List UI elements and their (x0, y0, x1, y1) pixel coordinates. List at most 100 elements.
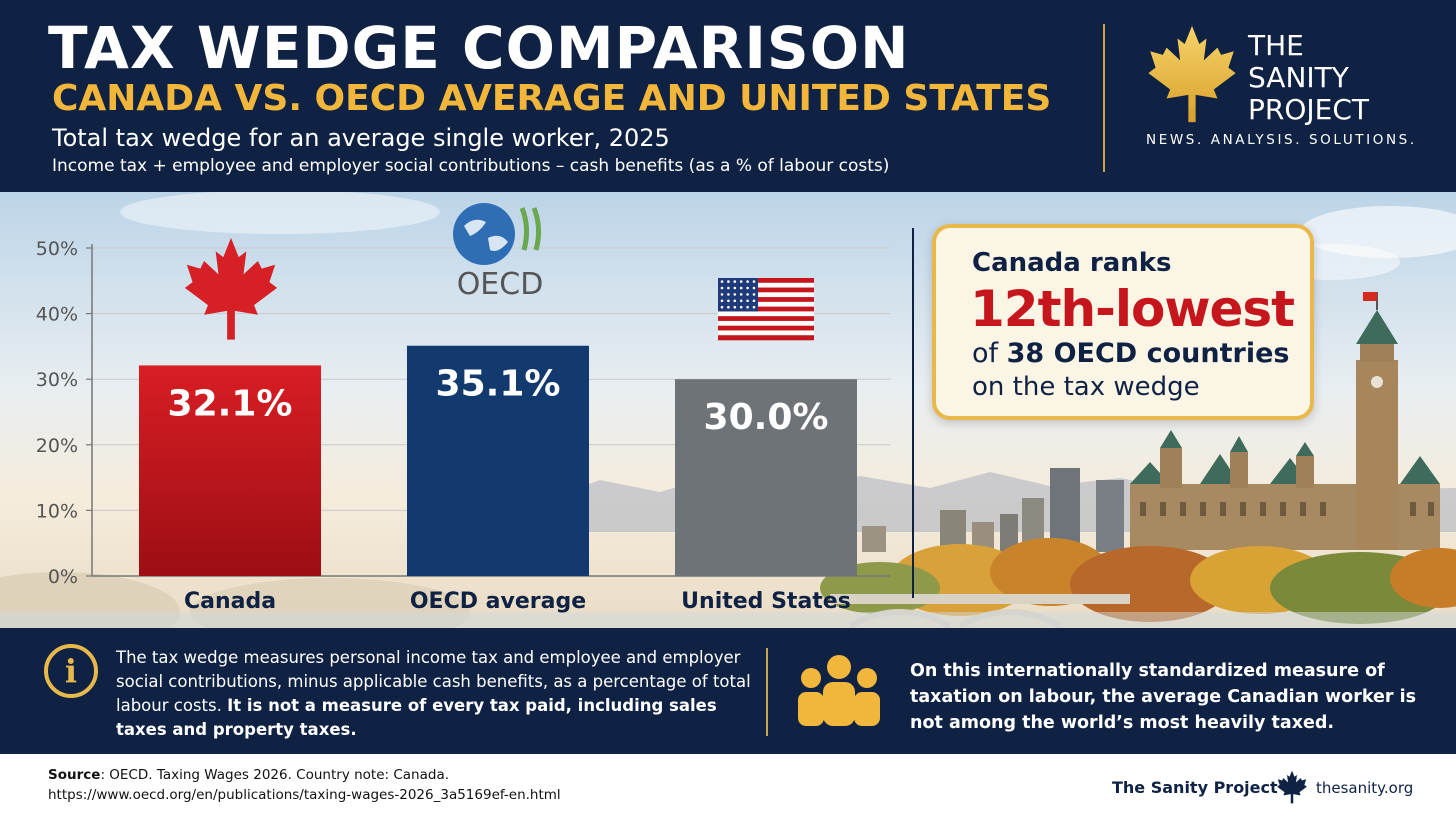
category-label: OECD average (410, 589, 586, 614)
page-title: TAX WEDGE COMPARISON (48, 14, 910, 82)
oecd-globe-land (488, 235, 508, 251)
bar-group: 35.1% OECD average (407, 345, 589, 614)
oecd-globe-land (464, 219, 486, 236)
maple-leaf-icon (1277, 770, 1307, 804)
bar-group: 32.1% Canada (139, 365, 321, 614)
flag-star (727, 305, 730, 309)
chart-scene: 0% 10% 20% 30% 40% 50% 32.1% Canada 35.1% OECD av… (0, 192, 1456, 628)
rank-callout: Canada ranks 12th-lowest of 38 OECD coun… (932, 224, 1314, 420)
source-url[interactable]: https://www.oecd.org/en/publications/tax… (48, 787, 561, 803)
flag-stripe (718, 335, 814, 341)
oecd-logo-text: OECD (457, 267, 544, 302)
flag-star (733, 305, 737, 309)
flag-stripe (718, 301, 814, 307)
footer-brand: The Sanity Project (1112, 778, 1278, 797)
info-band: i The tax wedge measures personal income… (0, 628, 1456, 754)
flag-star (746, 305, 749, 309)
footer-url[interactable]: thesanity.org (1316, 779, 1414, 797)
flag-stripe (718, 320, 814, 326)
flag-star (727, 280, 730, 283)
category-label: Canada (184, 589, 276, 614)
bar (407, 345, 589, 576)
bar-group: 30.0% United States (675, 379, 857, 614)
maple-leaf-flag-icon (184, 237, 278, 340)
brand-name-line: THE (1248, 29, 1304, 62)
people-icon (798, 655, 880, 726)
flag-stripe (718, 330, 814, 336)
bar (675, 379, 857, 576)
oecd-logo-icon: OECD (453, 203, 543, 302)
rank-scope-prefix: of (972, 338, 1007, 369)
y-tick-label: 10% (36, 500, 78, 522)
brand-name-line: PROJECT (1248, 93, 1369, 126)
info-conclusion: On this internationally standardized mea… (910, 661, 1416, 733)
brand-name-line: SANITY (1248, 61, 1349, 94)
oecd-globe (453, 203, 515, 265)
rank-scope-bold: 38 OECD countries (1006, 338, 1290, 369)
flag-stripe (718, 292, 814, 298)
flag-star (720, 293, 724, 296)
header: TAX WEDGE COMPARISON CANADA VS. OECD AVE… (0, 0, 1456, 192)
page-subtitle: CANADA VS. OECD AVERAGE AND UNITED STATE… (52, 78, 1052, 119)
bar (139, 365, 321, 576)
flag-star (720, 280, 724, 283)
flag-stripe (718, 311, 814, 317)
flag-star (752, 280, 756, 283)
flag-star (720, 305, 724, 309)
source-label: Source (48, 767, 101, 783)
maple-leaf-icon (1148, 25, 1236, 123)
oecd-stripe (531, 207, 542, 251)
flag-star (752, 299, 756, 303)
footer: Source: OECD. Taxing Wages 2026. Country… (0, 754, 1456, 819)
flag-star (739, 299, 743, 303)
flag-stripe (718, 316, 814, 322)
flag-stripe (718, 278, 814, 284)
us-flag-icon (718, 278, 814, 341)
flag-star (733, 293, 737, 296)
bar-value-label: 32.1% (168, 383, 293, 424)
flag-star (733, 280, 737, 283)
bar-chart: 0% 10% 20% 30% 40% 50% 32.1% Canada 35.1% OECD av… (36, 203, 890, 614)
source-text: : OECD. Taxing Wages 2026. Country note:… (100, 767, 450, 783)
y-tick-label: 20% (36, 435, 78, 457)
header-divider (1103, 24, 1105, 172)
flag-star (733, 286, 737, 290)
flag-stripe (718, 306, 814, 312)
rank-value: 12th-lowest (970, 280, 1295, 338)
flag-star (746, 299, 749, 303)
info-icon: i (44, 644, 98, 698)
flag-canton (718, 278, 758, 312)
flag-stripe (718, 325, 814, 331)
chart-caption: Total tax wedge for an average single wo… (52, 124, 670, 152)
chart-divider (912, 228, 914, 598)
info-text-normal: The tax wedge measures personal income t… (116, 648, 751, 715)
rank-intro: Canada ranks (972, 248, 1172, 278)
y-tick-label: 50% (36, 238, 78, 260)
y-tick-label: 30% (36, 369, 78, 391)
source-citation: Source: OECD. Taxing Wages 2026. Country… (48, 767, 449, 783)
flag-star (727, 299, 730, 303)
flag-star (720, 286, 724, 290)
flag-star (752, 293, 756, 296)
info-text: The tax wedge measures personal income t… (116, 646, 756, 742)
y-tick-label: 40% (36, 304, 78, 326)
flag-star (752, 305, 756, 309)
chart-formula: Income tax + employee and employer socia… (52, 156, 890, 176)
flag-stripe (718, 287, 814, 293)
flag-star (746, 293, 749, 296)
flag-star (752, 286, 756, 290)
brand-name: THE SANITY PROJECT (1248, 30, 1428, 126)
flag-star (720, 299, 724, 303)
y-tick-label: 0% (48, 566, 78, 588)
info-text-bold: It is not a measure of every tax paid, i… (116, 696, 717, 739)
brand-tagline: NEWS. ANALYSIS. SOLUTIONS. (1146, 132, 1417, 148)
info-divider (766, 648, 768, 736)
flag-star (727, 293, 730, 296)
flag-stripe (718, 297, 814, 303)
bar-value-label: 30.0% (704, 397, 829, 438)
flag-star (746, 286, 749, 290)
flag-star (739, 293, 743, 296)
flag-star (739, 305, 743, 309)
rank-measure: on the tax wedge (972, 372, 1200, 402)
